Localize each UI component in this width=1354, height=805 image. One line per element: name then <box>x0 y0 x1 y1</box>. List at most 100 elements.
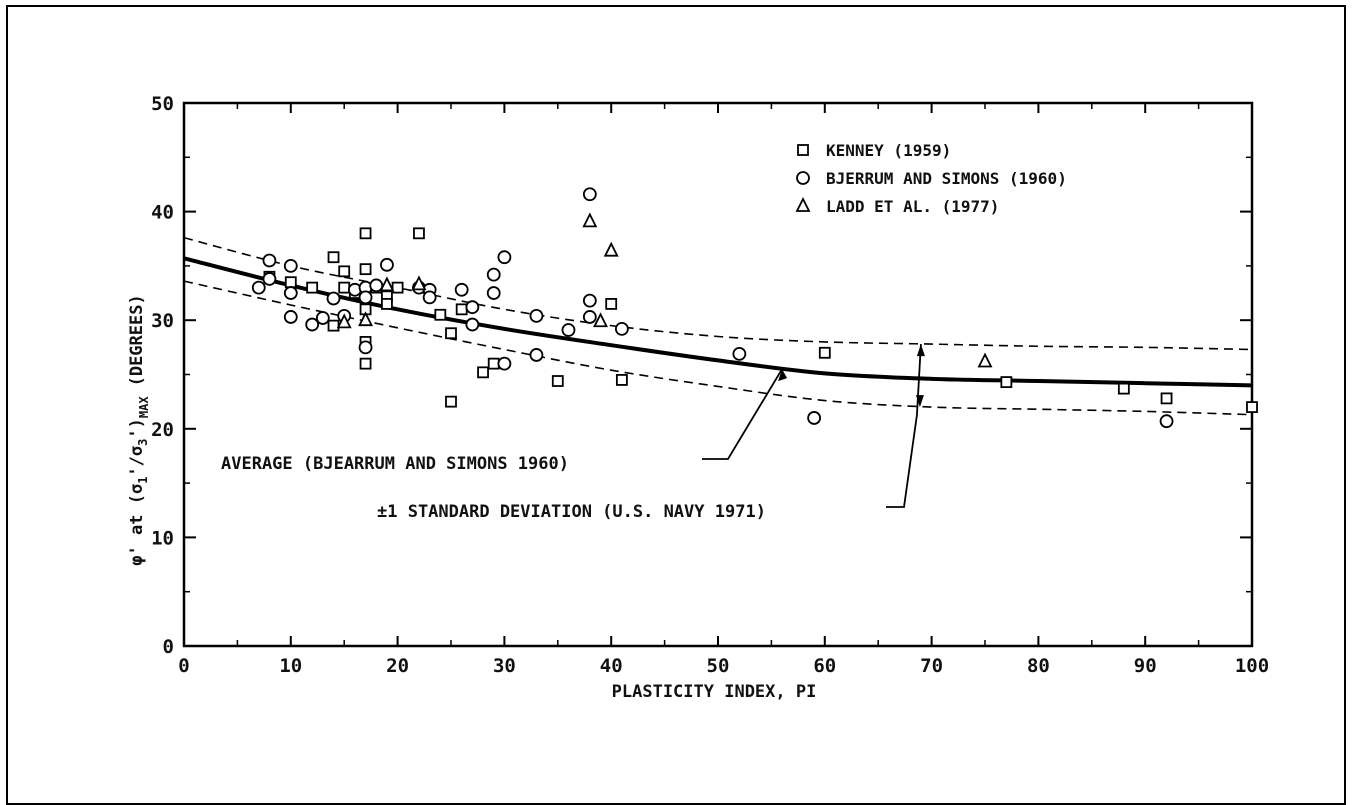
triangle-point <box>603 241 619 257</box>
circle-point <box>529 348 544 362</box>
circle-point <box>262 253 277 268</box>
legend-marker-triangle <box>795 196 811 212</box>
circle-point <box>486 267 501 282</box>
square-point <box>284 276 297 289</box>
square-point <box>381 298 393 310</box>
circle-point <box>497 250 512 265</box>
square-point <box>445 395 457 408</box>
x-tick-label: 0 <box>178 655 189 677</box>
square-point <box>327 251 340 264</box>
circle-point <box>422 290 437 305</box>
annotations: AVERAGE (BJEARRUM AND SIMONS 1960) ±1 STA… <box>221 344 925 522</box>
square-point <box>434 308 447 321</box>
triangle-point <box>336 313 352 329</box>
annotation-std-dev-arrowhead-top <box>916 344 925 357</box>
y-label-sub3: 3 <box>136 439 150 446</box>
circle-point <box>315 311 330 325</box>
square-point <box>487 357 500 370</box>
triangle-point <box>593 312 608 328</box>
circle-point <box>732 346 747 361</box>
y-label-max: MAX <box>137 396 151 418</box>
square-point <box>1000 376 1013 389</box>
circle-point <box>582 187 597 202</box>
circle-point <box>582 293 597 308</box>
triangle-point <box>411 275 427 291</box>
y-label-prime3: ' <box>127 428 147 438</box>
legend-marker-square <box>797 144 809 156</box>
circle-point <box>497 356 512 371</box>
y-axis-label: φ' at (σ1'/σ3')MAX(DEGREES) <box>127 294 151 565</box>
square-point <box>1117 382 1130 395</box>
legend-label: KENNEY (1959) <box>826 141 951 160</box>
x-tick-label: 80 <box>1027 655 1050 677</box>
circle-point <box>529 308 544 323</box>
legend: KENNEY (1959) BJERRUM AND SIMONS (1960) LA… <box>795 141 1067 216</box>
x-tick-label: 70 <box>920 655 943 677</box>
x-tick-label: 10 <box>279 655 302 677</box>
y-label-close: ) <box>127 418 147 428</box>
triangle-point <box>379 276 395 292</box>
data-points <box>251 187 1258 429</box>
y-label-prime1: ' <box>127 466 147 476</box>
x-tick-label: 90 <box>1134 655 1157 677</box>
circle-point <box>305 317 320 332</box>
y-label-deg: (DEGREES) <box>127 294 147 386</box>
circle-point <box>251 280 266 295</box>
x-tick-label: 30 <box>493 655 516 677</box>
circle-point <box>283 286 298 300</box>
square-point <box>306 281 319 294</box>
annotation-std-dev-arrowhead-bottom <box>915 395 924 408</box>
circle-point <box>465 300 480 315</box>
square-point <box>338 281 351 294</box>
legend-label: LADD ET AL. (1977) <box>826 197 999 216</box>
circle-point <box>326 291 341 306</box>
square-point <box>413 227 425 240</box>
y-tick-label: 0 <box>163 636 174 658</box>
annotation-std-dev: ±1 STANDARD DEVIATION (U.S. NAVY 1971) <box>377 502 766 522</box>
circle-point <box>1159 414 1174 429</box>
y-tick-label: 40 <box>151 202 174 224</box>
y-label-sigma3: σ <box>127 446 147 456</box>
axes: 0 10 20 30 40 50 60 70 80 90 100 0 10 20 30 40 50 <box>151 93 1269 677</box>
y-label-sub1: 1 <box>136 477 150 484</box>
y-label-phi: φ' <box>127 545 147 565</box>
y-label-sigma1: σ <box>127 484 147 494</box>
square-point <box>359 263 372 276</box>
circle-point <box>358 290 373 305</box>
square-point <box>1246 401 1258 413</box>
circle-point <box>262 272 277 286</box>
circle-point <box>807 411 822 425</box>
triangle-point <box>358 311 374 327</box>
square-point <box>551 375 564 387</box>
circle-point <box>561 323 576 337</box>
square-point <box>445 327 457 340</box>
y-tick-label: 10 <box>151 527 174 549</box>
std-dev-curve <box>183 280 1253 416</box>
x-axis-label: PLASTICITY INDEX, PI <box>612 682 817 702</box>
y-label-at: at ( <box>127 494 147 545</box>
triangle-point <box>582 212 598 228</box>
circle-point <box>614 321 629 336</box>
square-point <box>605 298 618 310</box>
square-point <box>477 366 489 379</box>
square-point <box>338 265 351 278</box>
circle-point <box>283 310 298 324</box>
square-point <box>391 281 404 294</box>
circle-point <box>358 340 373 355</box>
circle-point <box>465 317 480 332</box>
x-tick-label: 50 <box>707 655 730 677</box>
x-tick-label: 40 <box>600 655 623 677</box>
annotation-std-dev-leader <box>886 344 922 508</box>
chart: 0 10 20 30 40 50 60 70 80 90 100 0 10 20 30 40 50 KENNEY… <box>127 93 1269 702</box>
square-point <box>327 319 340 332</box>
square-point <box>1160 392 1173 405</box>
y-label-slash: / <box>127 456 147 466</box>
y-tick-label: 50 <box>151 93 174 115</box>
y-tick-label: 30 <box>151 310 174 332</box>
annotation-average-arrowhead <box>778 369 788 382</box>
plot-border <box>182 101 1254 648</box>
x-tick-label: 100 <box>1235 655 1269 677</box>
std-dev-curve <box>183 236 1253 351</box>
annotation-average-leader <box>702 368 783 460</box>
circle-point <box>486 286 501 300</box>
